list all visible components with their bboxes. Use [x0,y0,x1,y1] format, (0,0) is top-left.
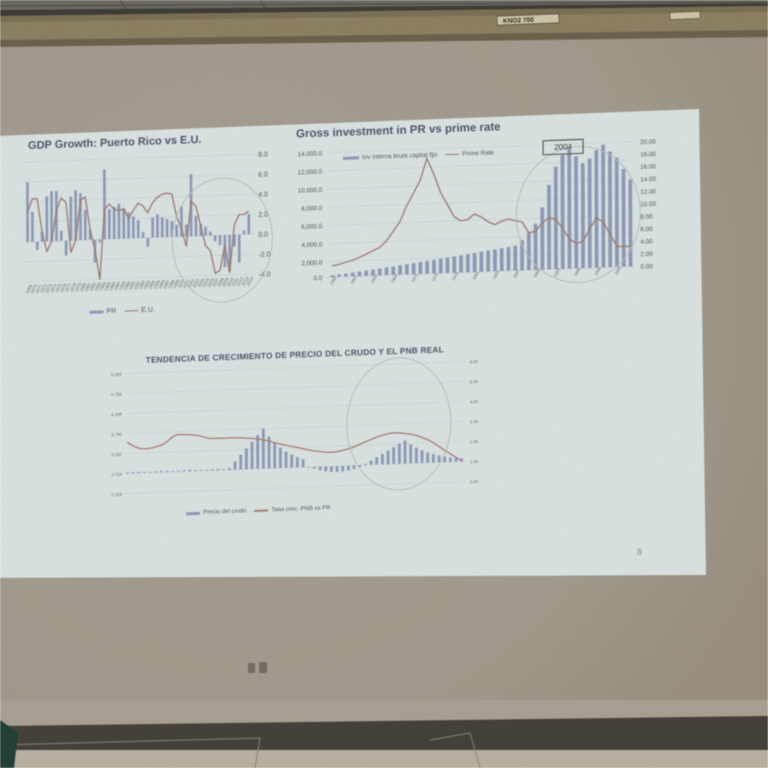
svg-text:3,740: 3,740 [111,432,122,437]
svg-text:1984: 1984 [492,269,501,280]
svg-text:2,216: 2,216 [111,492,122,497]
svg-text:2.00: 2.00 [470,439,479,444]
svg-text:14,000.0: 14,000.0 [298,150,323,158]
svg-text:4,248: 4,248 [111,412,122,417]
svg-text:1978: 1978 [451,270,460,281]
svg-text:5,264: 5,264 [111,372,122,377]
svg-text:2002: 2002 [614,265,623,276]
svg-text:4,756: 4,756 [111,392,122,397]
svg-text:1999: 1999 [593,265,602,276]
svg-text:6.00: 6.00 [640,226,653,233]
svg-text:1981: 1981 [471,270,480,281]
svg-text:6.00: 6.00 [470,359,479,364]
svg-text:1969: 1969 [390,273,399,284]
svg-text:4.00: 4.00 [470,399,479,404]
svg-text:2004: 2004 [554,142,572,152]
svg-text:5.00: 5.00 [470,379,479,384]
svg-text:8.00: 8.00 [640,213,653,220]
svg-text:10.00: 10.00 [640,201,656,209]
svg-text:1972: 1972 [410,272,419,283]
svg-text:0.00: 0.00 [640,263,653,270]
svg-text:20.00: 20.00 [640,139,656,147]
svg-text:3,232: 3,232 [111,452,122,457]
svg-text:1996: 1996 [573,266,582,277]
svg-text:0.0: 0.0 [314,275,323,282]
svg-text:1987: 1987 [512,268,521,279]
svg-text:14.00: 14.00 [640,176,656,184]
svg-text:1963: 1963 [349,274,358,285]
svg-text:12,000.0: 12,000.0 [298,169,323,177]
svg-text:1975: 1975 [431,271,440,282]
svg-text:18.00: 18.00 [640,151,656,159]
svg-text:2.00: 2.00 [640,251,653,258]
svg-text:10,000.0: 10,000.0 [298,187,323,195]
svg-text:8,000.0: 8,000.0 [301,205,323,213]
svg-text:1966: 1966 [370,273,379,284]
svg-text:3.00: 3.00 [470,419,479,424]
svg-text:2,724: 2,724 [111,472,122,477]
svg-text:1960: 1960 [329,275,338,286]
svg-text:4.00: 4.00 [640,238,653,245]
svg-text:0.00: 0.00 [470,479,479,484]
svg-text:6,000.0: 6,000.0 [301,223,323,231]
svg-text:2,000.0: 2,000.0 [301,260,323,268]
svg-text:4,000.0: 4,000.0 [301,241,323,249]
svg-text:16.00: 16.00 [640,163,656,171]
svg-text:1.00: 1.00 [470,459,479,464]
svg-text:1993: 1993 [553,267,562,278]
svg-text:12.00: 12.00 [640,188,656,196]
